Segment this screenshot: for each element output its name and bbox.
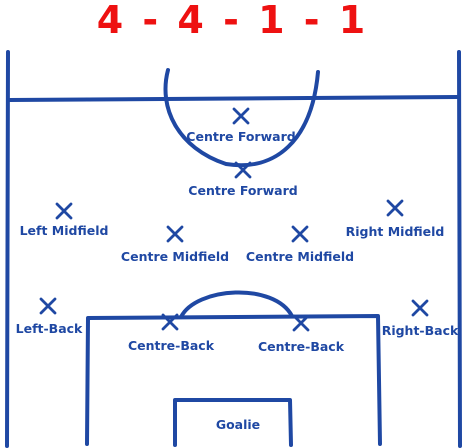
centre-circle-arc xyxy=(163,68,320,168)
pitch-left-touchline xyxy=(5,50,10,448)
penalty-arc xyxy=(179,290,294,319)
player-marker-cm-r xyxy=(291,225,309,243)
player-marker-cf-2 xyxy=(234,161,252,179)
halfway-line xyxy=(7,95,460,102)
player-marker-rm xyxy=(386,199,404,217)
player-label-centre-forward-1: Centre Forward xyxy=(186,129,296,144)
goal-area xyxy=(173,398,293,447)
player-label-centre-midfield-left: Centre Midfield xyxy=(120,249,230,264)
player-label-goalie: Goalie xyxy=(215,417,261,432)
penalty-box xyxy=(85,314,382,446)
player-label-centre-back-left: Centre-Back xyxy=(127,338,215,353)
player-marker-cm-l xyxy=(166,225,184,243)
player-label-right-midfield: Right Midfield xyxy=(345,224,445,239)
pitch-right-touchline xyxy=(457,50,462,448)
player-label-centre-midfield-right: Centre Midfield xyxy=(245,249,355,264)
player-marker-rb xyxy=(411,299,429,317)
player-label-centre-back-right: Centre-Back xyxy=(257,339,345,354)
player-marker-lm xyxy=(55,202,73,220)
player-label-left-midfield: Left Midfield xyxy=(19,223,109,238)
player-marker-cf-1 xyxy=(232,107,250,125)
player-label-left-back: Left-Back xyxy=(15,321,83,336)
formation-title: 4 - 4 - 1 - 1 xyxy=(96,0,369,42)
player-marker-cb-l xyxy=(161,313,179,331)
player-marker-lb xyxy=(39,297,57,315)
player-marker-cb-r xyxy=(292,314,310,332)
player-label-centre-forward-2: Centre Forward xyxy=(188,183,298,198)
player-label-right-back: Right-Back xyxy=(381,323,459,338)
